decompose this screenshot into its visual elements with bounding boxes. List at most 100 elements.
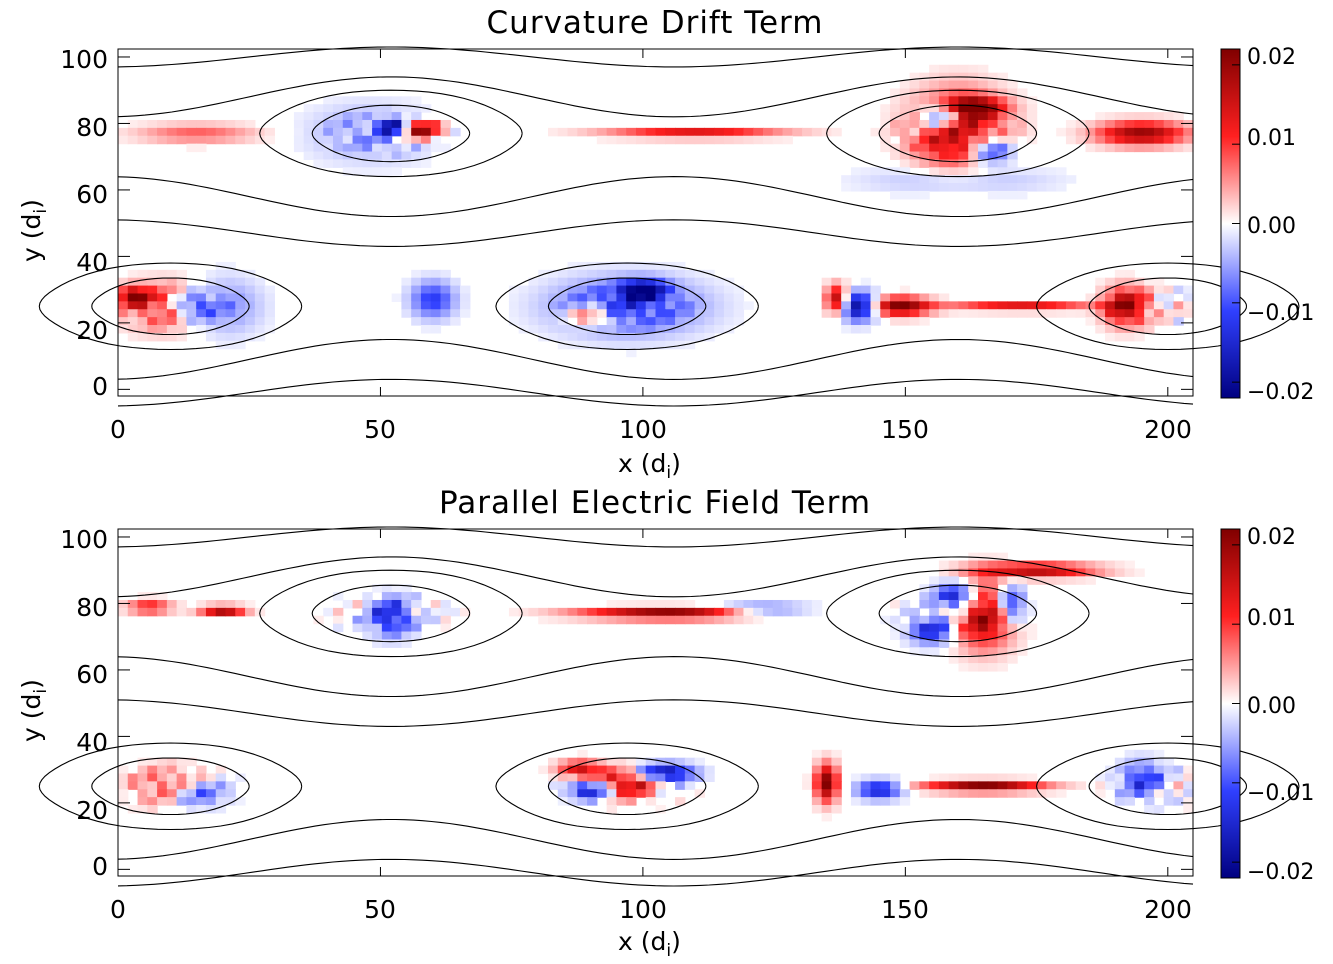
heatmap-cell xyxy=(743,599,754,609)
heatmap-cell xyxy=(1124,127,1135,137)
heatmap-cell xyxy=(538,293,549,302)
heatmap-cell xyxy=(684,285,696,295)
heatmap-cell xyxy=(626,277,637,287)
heatmap-cell xyxy=(186,789,197,798)
heatmap-cell xyxy=(1046,183,1057,192)
heatmap-cell xyxy=(860,781,872,790)
heatmap-cell xyxy=(460,309,471,318)
heatmap-cell xyxy=(254,325,266,334)
heatmap-cell xyxy=(303,135,315,145)
heatmap-cell xyxy=(675,269,686,279)
heatmap-cell xyxy=(704,277,715,287)
heatmap-cell xyxy=(978,72,989,82)
heatmap-cell xyxy=(1163,317,1175,326)
heatmap-cell xyxy=(430,293,442,302)
heatmap-cell xyxy=(176,325,188,334)
heatmap-cell xyxy=(225,261,236,271)
heatmap-cell xyxy=(166,277,178,287)
contour-line xyxy=(311,584,471,643)
heatmap-cell xyxy=(401,592,412,601)
heatmap-cell xyxy=(606,325,618,334)
heatmap-cell xyxy=(899,143,911,153)
heatmap-cell xyxy=(987,112,999,121)
heatmap-cell xyxy=(176,789,188,798)
heatmap-cell xyxy=(626,789,637,798)
heatmap-cell xyxy=(127,781,139,790)
heatmap-cell xyxy=(899,167,911,176)
heatmap-cell xyxy=(1173,765,1184,775)
heatmap-cell xyxy=(635,757,647,767)
heatmap-cell xyxy=(978,96,989,105)
heatmap-cell xyxy=(313,127,324,137)
panel-title: Curvature Drift Term xyxy=(487,5,824,41)
heatmap-cell xyxy=(508,301,520,310)
heatmap-cell xyxy=(635,127,647,137)
heatmap-cell xyxy=(987,80,999,90)
heatmap-cell xyxy=(225,119,236,129)
heatmap-cell xyxy=(157,135,168,145)
colorbar: 0.02 0.01 0.00 −0.01 −0.02 xyxy=(1220,45,1314,405)
heatmap-cell xyxy=(1144,749,1155,759)
heatmap-cell xyxy=(968,655,979,664)
heatmap-cell xyxy=(948,615,960,625)
heatmap-cell xyxy=(645,269,657,279)
heatmap-cell xyxy=(938,80,950,90)
heatmap-cell xyxy=(997,576,1008,585)
heatmap-cell xyxy=(850,183,862,192)
heatmap-cell xyxy=(137,773,148,782)
heatmap-cell xyxy=(147,332,158,342)
heatmap-cell xyxy=(606,781,618,790)
heatmap-cell xyxy=(1046,781,1057,790)
heatmap-cell xyxy=(391,151,403,161)
heatmap-cell xyxy=(1114,269,1126,279)
heatmap-cell xyxy=(1124,269,1135,279)
heatmap-cell xyxy=(1153,773,1165,782)
heatmap-cell xyxy=(929,112,940,121)
heatmap-cell xyxy=(1095,135,1106,145)
heatmap-cell xyxy=(616,757,627,767)
heatmap-cell xyxy=(626,615,637,625)
heatmap-cell xyxy=(968,631,979,641)
heatmap-cell xyxy=(997,80,1008,90)
heatmap-cell xyxy=(675,773,686,782)
heatmap-cell xyxy=(948,167,960,176)
heatmap-cell xyxy=(616,599,627,609)
heatmap-cell xyxy=(225,797,236,806)
heatmap-cell xyxy=(1183,781,1194,790)
heatmap-cell xyxy=(391,143,403,153)
heatmap-cell xyxy=(665,301,676,310)
heatmap-cell xyxy=(968,615,979,625)
heatmap-cell xyxy=(929,607,940,617)
heatmap-cell xyxy=(626,348,637,358)
heatmap-cell xyxy=(626,261,637,271)
heatmap-cell xyxy=(929,127,940,137)
heatmap-cell xyxy=(655,277,666,287)
heatmap-cell xyxy=(606,317,618,326)
heatmap-cell xyxy=(137,332,148,342)
heatmap-cell xyxy=(587,127,598,137)
heatmap-cell xyxy=(596,135,608,145)
heatmap-cell xyxy=(362,135,373,145)
heatmap-cell xyxy=(938,568,950,577)
heatmap-cell xyxy=(655,285,666,295)
contour-line xyxy=(259,569,523,658)
heatmap-cell xyxy=(899,301,911,310)
heatmap-cell xyxy=(948,151,960,161)
heatmap-cell xyxy=(880,112,891,121)
heatmap-cell xyxy=(626,797,637,806)
heatmap-cell xyxy=(909,623,920,633)
heatmap-cell xyxy=(381,584,393,593)
heatmap-cell xyxy=(684,325,696,334)
heatmap-cell xyxy=(538,765,549,775)
heatmap-cell xyxy=(968,135,979,145)
heatmap-cell xyxy=(655,757,666,767)
heatmap-cell xyxy=(919,293,930,302)
heatmap-cell xyxy=(411,285,422,295)
heatmap-cell xyxy=(880,773,891,782)
heatmap-cell xyxy=(880,797,891,806)
heatmap-cell xyxy=(987,663,999,672)
heatmap-cell xyxy=(655,615,666,625)
heatmap-cell xyxy=(684,127,696,137)
heatmap-cell xyxy=(147,797,158,806)
heatmap-cell xyxy=(1007,183,1018,192)
